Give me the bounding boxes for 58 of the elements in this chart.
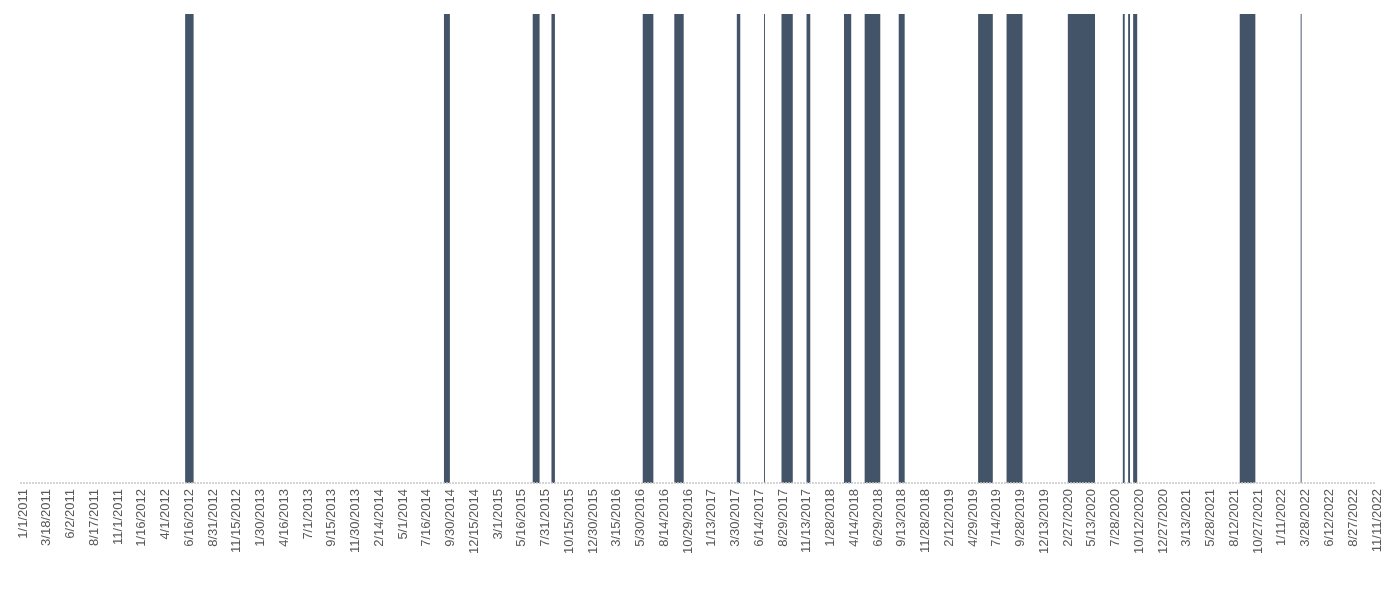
x-tick-label: 4/1/2012 [157,489,173,540]
x-tick-label: 10/15/2015 [560,489,576,555]
x-tick-label: 11/30/2013 [347,489,363,554]
x-tick-label: 3/18/2011 [38,489,54,546]
x-tick-label: 11/1/2011 [109,489,125,545]
x-tick-label: 11/28/2018 [917,489,933,554]
x-tick-label: 6/14/2017 [750,489,766,547]
x-tick-label: 4/16/2013 [275,489,291,547]
x-tick-label: 9/15/2013 [323,489,339,547]
x-tick-label: 3/1/2015 [489,489,505,540]
x-tick-label: 1/11/2022 [1273,489,1289,546]
x-tick-label: 2/12/2019 [940,489,956,547]
x-tick-label: 8/29/2017 [774,489,790,547]
x-tick-label: 7/14/2019 [988,489,1004,547]
x-tick-label: 3/13/2021 [1178,489,1194,547]
x-tick-label: 9/30/2014 [442,489,458,547]
x-tick-label: 11/15/2012 [228,489,244,554]
x-tick-label: 1/28/2018 [822,489,838,547]
x-tick-label: 1/1/2011 [14,489,30,539]
x-tick-label: 5/28/2021 [1202,489,1218,547]
x-tick-label: 11/11/2022 [1368,489,1384,553]
x-tick-label: 9/28/2019 [1012,489,1028,547]
x-tick-label: 5/30/2016 [632,489,648,547]
x-tick-label: 5/16/2015 [513,489,529,547]
x-tick-label: 7/28/2020 [1107,489,1123,547]
x-tick-label: 1/30/2013 [252,489,268,547]
x-tick-label: 3/15/2016 [608,489,624,547]
x-tick-label: 6/29/2018 [869,489,885,547]
x-tick-label: 10/29/2016 [679,489,695,555]
x-tick-label: 5/13/2020 [1083,489,1099,547]
x-tick-label: 8/14/2016 [655,489,671,547]
x-tick-label: 7/16/2014 [418,489,434,547]
x-tick-label: 7/31/2015 [537,489,553,547]
x-tick-label: 11/13/2017 [798,489,814,554]
x-tick-label: 6/16/2012 [180,489,196,547]
x-tick-label: 5/1/2014 [394,489,410,540]
x-tick-label: 3/28/2022 [1297,489,1313,547]
x-tick-label: 12/15/2014 [465,489,481,555]
x-tick-label: 1/13/2017 [703,489,719,547]
x-tick-label: 7/1/2013 [299,489,315,540]
x-tick-label: 4/14/2018 [845,489,861,547]
x-tick-label: 8/31/2012 [204,489,220,547]
x-tick-label: 12/13/2019 [1035,489,1051,555]
x-tick-label: 8/17/2011 [85,489,101,546]
x-tick-label: 10/12/2020 [1130,489,1146,555]
x-tick-label: 2/14/2014 [370,489,386,547]
x-tick-label: 8/12/2021 [1225,489,1241,547]
x-tick-label: 10/27/2021 [1249,489,1265,555]
x-tick-label: 6/2/2011 [62,489,78,539]
x-tick-label: 12/30/2015 [584,489,600,555]
x-tick-label: 1/16/2012 [133,489,149,547]
x-tick-label: 8/27/2022 [1344,489,1360,547]
x-tick-label: 3/30/2017 [727,489,743,547]
x-tick-label: 9/13/2018 [893,489,909,547]
x-tick-label: 4/29/2019 [964,489,980,547]
x-tick-label: 6/12/2022 [1320,489,1336,547]
x-tick-label: 2/27/2020 [1059,489,1075,547]
x-tick-label: 12/27/2020 [1154,489,1170,555]
